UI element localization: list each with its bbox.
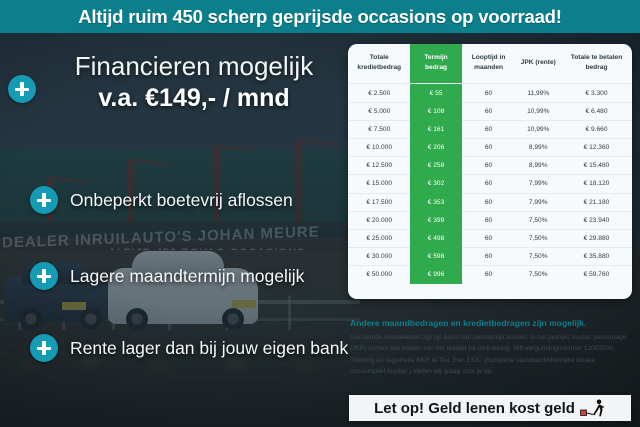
cell-termijn: € 598 <box>410 247 462 266</box>
disclaimer-title: Andere maandbedragen en kredietbedragen … <box>350 318 587 328</box>
cell-looptijd: 60 <box>461 210 516 230</box>
top-banner-text: Altijd ruim 450 scherp geprijsde occasio… <box>78 5 562 27</box>
cell-krediet: € 5.000 <box>348 101 411 121</box>
cell-termijn: € 399 <box>410 210 462 230</box>
rate-table-card: Totale kredietbedrag Termijn bedrag Loop… <box>348 44 632 299</box>
promo-heading-group: Financieren mogelijk v.a. €149,- / mnd <box>30 51 342 113</box>
disclaimer-body: Genoemde voorbeelden zijn op basis van p… <box>350 334 627 375</box>
cell-totaal: € 18.120 <box>560 174 632 194</box>
cell-krediet: € 7.500 <box>348 119 411 139</box>
cell-looptijd: 60 <box>461 247 516 266</box>
promo-bullet: Lagere maandtermijn mogelijk <box>30 261 345 291</box>
cell-looptijd: 60 <box>461 228 516 248</box>
promo-bullet-label: Rente lager dan bij jouw eigen bank <box>70 337 349 358</box>
cell-jkp: 7,50% <box>515 247 561 266</box>
cell-termijn: € 996 <box>410 265 462 284</box>
cell-jkp: 8,99% <box>515 137 561 157</box>
cell-jkp: 7,99% <box>515 174 561 194</box>
table-header-row: Totale kredietbedrag Termijn bedrag Loop… <box>348 44 632 84</box>
cell-jkp: 10,99% <box>515 119 561 139</box>
cell-jkp: 8,99% <box>515 156 561 175</box>
cell-totaal: € 59.760 <box>560 265 632 284</box>
cell-looptijd: 60 <box>461 265 516 284</box>
col-header-jkp: JPK (rente) <box>520 59 556 67</box>
cell-krediet: € 17.500 <box>348 192 411 212</box>
cell-krediet: € 30.000 <box>348 247 411 266</box>
cell-totaal: € 6.480 <box>560 101 632 121</box>
table-row: € 5.000 € 108 60 10,99% € 6.480 <box>348 101 632 121</box>
cell-jkp: 7,50% <box>515 210 561 230</box>
plus-circle-icon <box>8 75 36 103</box>
cell-termijn: € 161 <box>410 119 462 139</box>
cell-looptijd: 60 <box>461 192 516 212</box>
table-row: € 10.000 € 206 60 8,99% € 12.360 <box>348 137 632 157</box>
cell-termijn: € 206 <box>410 137 462 157</box>
cell-totaal: € 15.480 <box>560 156 632 175</box>
plus-circle-icon <box>30 262 58 290</box>
table-row: € 15.000 € 302 60 7,99% € 18.120 <box>348 174 632 194</box>
cell-krediet: € 20.000 <box>348 210 411 230</box>
table-row: € 7.500 € 161 60 10,99% € 9.660 <box>348 119 632 139</box>
loan-rate-table: Totale kredietbedrag Termijn bedrag Loop… <box>348 44 632 284</box>
disclaimer-block: Andere maandbedragen en kredietbedragen … <box>350 318 630 377</box>
col-header-looptijd: Looptijd in maanden <box>471 54 506 72</box>
cell-totaal: € 12.360 <box>560 137 632 157</box>
cell-looptijd: 60 <box>461 174 516 194</box>
promo-column: Financieren mogelijk v.a. €149,- / mnd O… <box>0 33 349 427</box>
table-body: € 2.500 € 55 60 11,99% € 3.300 € 5.000 € 108 60… <box>348 83 632 284</box>
promo-bullet: Onbeperkt boetevrij aflossen <box>30 185 345 215</box>
cell-termijn: € 108 <box>410 101 462 121</box>
cell-jkp: 7,50% <box>515 228 561 248</box>
table-row: € 12.500 € 258 60 8,99% € 15.480 <box>348 156 632 175</box>
ball-and-chain-walker-icon <box>580 399 606 418</box>
cell-termijn: € 302 <box>410 174 462 194</box>
cell-totaal: € 29.880 <box>560 228 632 248</box>
cell-krediet: € 50.000 <box>348 265 411 284</box>
cell-looptijd: 60 <box>461 83 516 103</box>
cell-totaal: € 23.940 <box>560 210 632 230</box>
plus-circle-icon <box>30 186 58 214</box>
col-header-totaal: Totale te betalen bedrag <box>570 54 623 72</box>
promo-bullet: Rente lager dan bij jouw eigen bank <box>30 333 349 363</box>
cell-termijn: € 498 <box>410 228 462 248</box>
cell-looptijd: 60 <box>461 156 516 175</box>
table-row: € 30.000 € 598 60 7,50% € 35.880 <box>348 247 632 266</box>
table-head: Totale kredietbedrag Termijn bedrag Loop… <box>348 44 632 84</box>
cell-termijn: € 55 <box>410 83 462 103</box>
cell-looptijd: 60 <box>461 137 516 157</box>
top-banner: Altijd ruim 450 scherp geprijsde occasio… <box>0 0 640 33</box>
cell-jkp: 7,99% <box>515 192 561 212</box>
cell-looptijd: 60 <box>461 101 516 121</box>
table-row: € 17.500 € 353 60 7,99% € 21.180 <box>348 192 632 212</box>
table-row: € 50.000 € 996 60 7,50% € 59.760 <box>348 265 632 284</box>
cell-looptijd: 60 <box>461 119 516 139</box>
credit-warning-text: Let op! Geld lenen kost geld <box>374 399 575 417</box>
cell-krediet: € 12.500 <box>348 156 411 175</box>
cell-jkp: 7,50% <box>515 265 561 284</box>
table-row: € 20.000 € 399 60 7,50% € 23.940 <box>348 210 632 230</box>
promo-headline: Financieren mogelijk <box>74 51 314 81</box>
plus-circle-icon <box>30 334 58 362</box>
cell-jkp: 10,99% <box>515 101 561 121</box>
col-header-krediet: Totale kredietbedrag <box>357 54 402 72</box>
table-row: € 25.000 € 498 60 7,50% € 29.880 <box>348 228 632 248</box>
promo-subheadline: v.a. €149,- / mnd <box>98 84 290 112</box>
promo-bullet-label: Lagere maandtermijn mogelijk <box>70 265 305 286</box>
cell-totaal: € 35.880 <box>560 247 632 266</box>
cell-totaal: € 3.300 <box>560 83 632 103</box>
cell-jkp: 11,99% <box>515 83 561 103</box>
cell-totaal: € 21.180 <box>560 192 632 212</box>
cell-krediet: € 25.000 <box>348 228 411 248</box>
cell-totaal: € 9.660 <box>560 119 632 139</box>
cell-krediet: € 15.000 <box>348 174 411 194</box>
credit-warning-bar: Let op! Geld lenen kost geld <box>349 395 631 421</box>
col-header-termijn: Termijn bedrag <box>410 44 462 84</box>
promo-bullet-label: Onbeperkt boetevrij aflossen <box>70 189 293 210</box>
cell-krediet: € 2.500 <box>348 83 411 103</box>
cell-krediet: € 10.000 <box>348 137 411 157</box>
cell-termijn: € 258 <box>410 156 462 175</box>
table-row: € 2.500 € 55 60 11,99% € 3.300 <box>348 83 632 103</box>
cell-termijn: € 353 <box>410 192 462 212</box>
